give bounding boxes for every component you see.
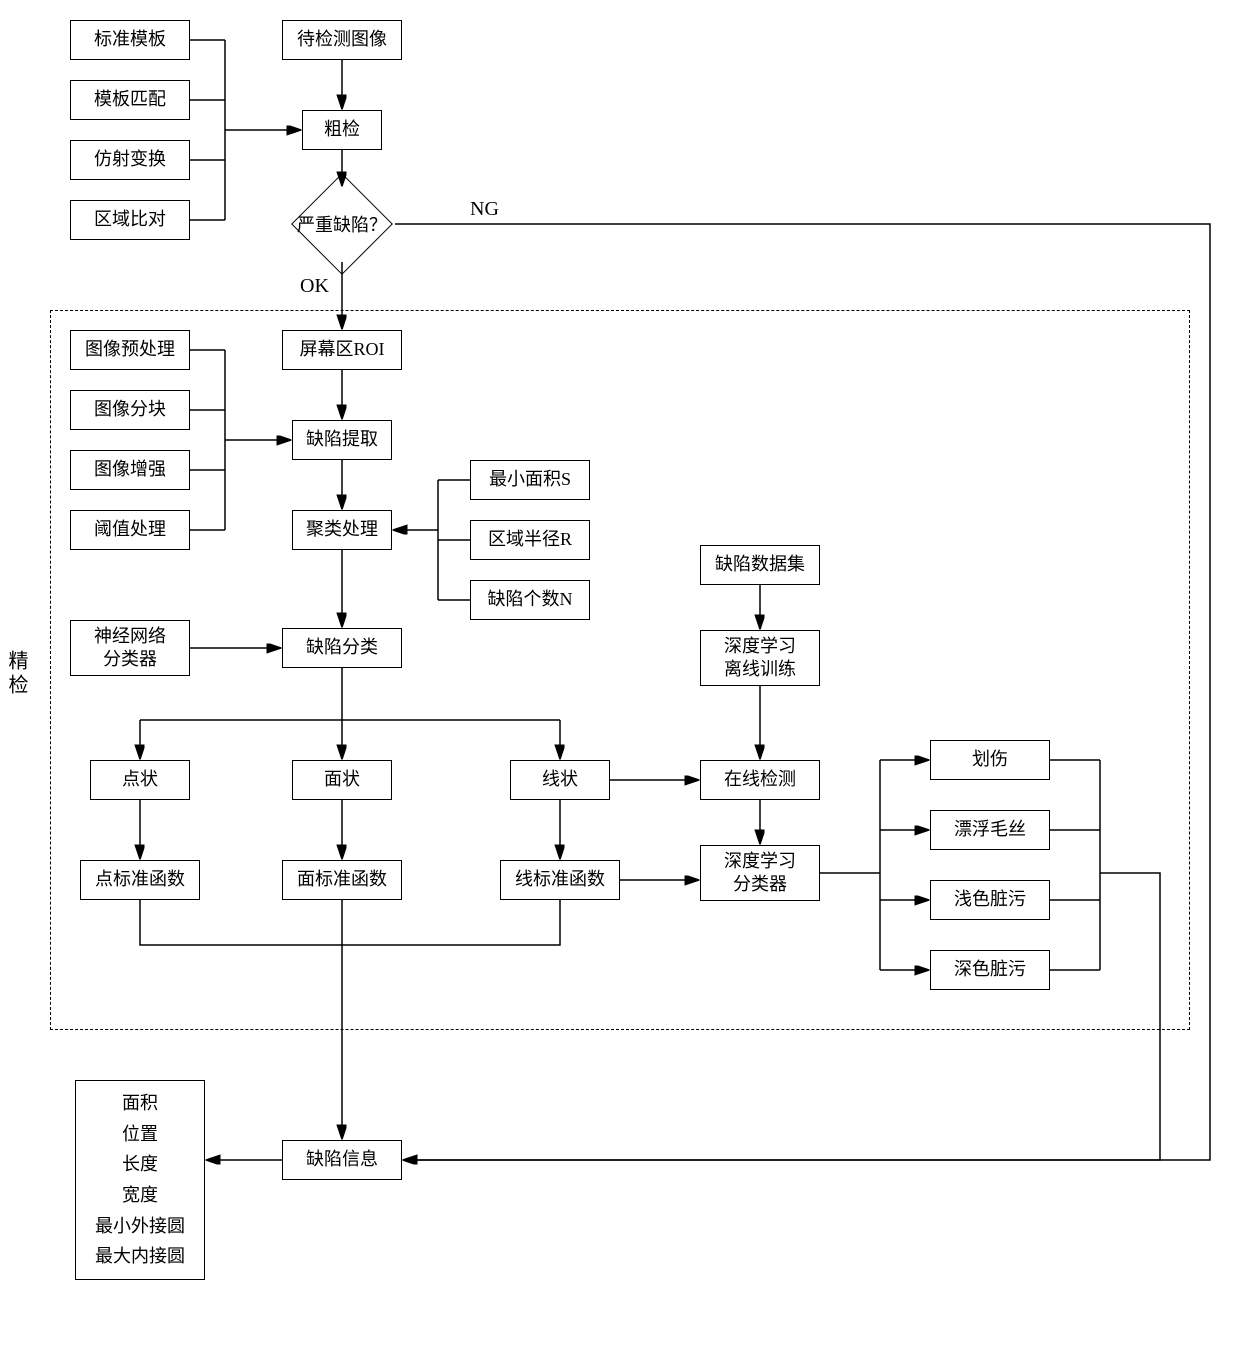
- node-threshold: 阈值处理: [70, 510, 190, 550]
- node-nn-classifier: 神经网络 分类器: [70, 620, 190, 676]
- node-input-image: 待检测图像: [282, 20, 402, 60]
- node-defect-classify: 缺陷分类: [282, 628, 402, 668]
- node-defect-count: 缺陷个数N: [470, 580, 590, 620]
- node-dl-offline: 深度学习 离线训练: [700, 630, 820, 686]
- node-area-fn: 面标准函数: [282, 860, 402, 900]
- label-ok: OK: [300, 275, 329, 298]
- node-dark-dirt: 深色脏污: [930, 950, 1050, 990]
- node-coarse-check: 粗检: [302, 110, 382, 150]
- node-img-enhance: 图像增强: [70, 450, 190, 490]
- node-light-dirt: 浅色脏污: [930, 880, 1050, 920]
- node-min-area: 最小面积S: [470, 460, 590, 500]
- node-attrs: 面积 位置 长度 宽度 最小外接圆 最大内接圆: [75, 1080, 205, 1280]
- node-defect-extract: 缺陷提取: [292, 420, 392, 460]
- node-template-match: 模板匹配: [70, 80, 190, 120]
- node-defect-info: 缺陷信息: [282, 1140, 402, 1180]
- region-fine-check: [50, 310, 1190, 1030]
- node-std-template: 标准模板: [70, 20, 190, 60]
- node-cluster: 聚类处理: [292, 510, 392, 550]
- node-online-detect: 在线检测: [700, 760, 820, 800]
- node-line-shape: 线状: [510, 760, 610, 800]
- node-area-shape: 面状: [292, 760, 392, 800]
- node-defect-dataset: 缺陷数据集: [700, 545, 820, 585]
- node-affine: 仿射变换: [70, 140, 190, 180]
- node-scratch: 划伤: [930, 740, 1050, 780]
- label-ng: NG: [470, 198, 499, 221]
- label-fine-check: 精检: [2, 650, 31, 698]
- node-severe-defect-diamond: [291, 173, 393, 275]
- node-region-radius: 区域半径R: [470, 520, 590, 560]
- node-img-block: 图像分块: [70, 390, 190, 430]
- node-dl-classifier: 深度学习 分类器: [700, 845, 820, 901]
- node-region-compare: 区域比对: [70, 200, 190, 240]
- node-screen-roi: 屏幕区ROI: [282, 330, 402, 370]
- node-float-fiber: 漂浮毛丝: [930, 810, 1050, 850]
- node-point-shape: 点状: [90, 760, 190, 800]
- node-line-fn: 线标准函数: [500, 860, 620, 900]
- node-point-fn: 点标准函数: [80, 860, 200, 900]
- node-img-preprocess: 图像预处理: [70, 330, 190, 370]
